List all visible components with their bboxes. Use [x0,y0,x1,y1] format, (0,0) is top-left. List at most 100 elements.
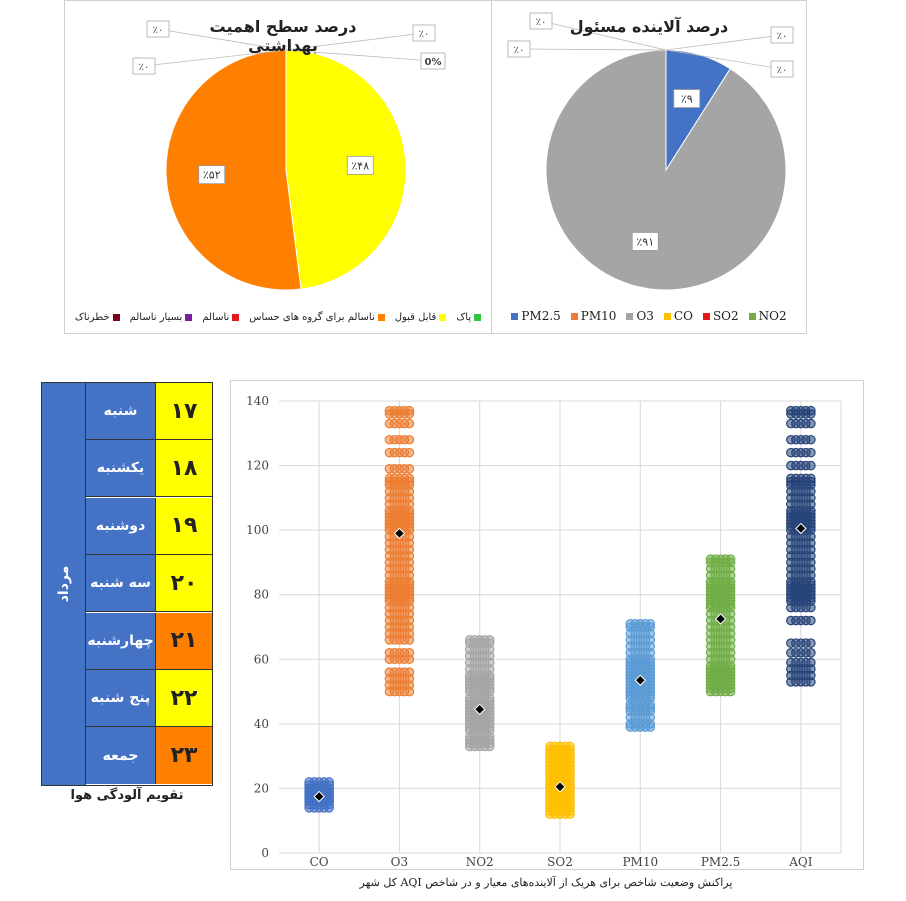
legend-item: قابل قبول [395,312,447,323]
pie-zero-callout: ٪۰ [285,24,436,51]
legend-item: CO [663,309,693,323]
data-point [484,635,495,645]
calendar-day-name: شنبه [86,383,156,439]
mean-marker [474,703,486,716]
legend-swatch [748,312,756,320]
pie-slice [545,49,787,291]
mean-marker [714,613,727,625]
pie-zero-callout: ٪۰ [132,49,287,75]
pie-zero-callout: ٪۰ [529,12,667,51]
legend-swatch [185,314,193,321]
svg-text:٪۰: ٪۰ [536,17,547,28]
calendar-day-name: جمعه [86,727,156,785]
calendar-date-cell: ۲۱ [156,612,212,669]
y-tick-label: 120 [246,459,269,473]
svg-text:٪۰: ٪۰ [139,62,150,73]
data-point [806,473,816,484]
pie-zero-callout: 0% [285,49,446,70]
x-tick-label: AQI [788,855,813,869]
calendar-date-cell: ۱۹ [156,497,212,554]
data-point [806,460,816,471]
pie-zero-callout: ٪۰ [146,20,287,51]
data-point [324,777,334,787]
calendar-day-name: پنج شنبه [86,670,156,726]
data-point [806,434,816,445]
legend-item: ناسالم برای گروه های حساس [249,312,385,323]
legend-label: قابل قبول [394,312,437,323]
pie-zero-callout: ٪۰ [507,40,667,58]
legend-label: خطرناک [74,312,110,323]
mean-marker [795,522,807,535]
pie-slice-label: ٪۵۲ [198,165,226,185]
legend-swatch [112,314,120,321]
data-point [806,615,816,626]
health-level-pie-title: درصد سطح اهمیت بهداشتی [209,17,357,55]
legend-swatch [377,314,385,321]
legend-item: PM10 [570,309,617,323]
data-point [725,554,736,564]
legend-swatch [232,314,240,321]
calendar-day-name: چهارشنبه [86,612,156,669]
data-point [806,638,816,648]
scatter-caption: پراکنش وضعیت شاخص برای هریک از آلاینده‌ه… [359,876,733,889]
legend-label: PM10 [580,309,617,323]
mean-marker [393,527,406,540]
data-point [404,464,415,474]
calendar-row: شنبه ۱۷ [86,383,212,440]
pie-zero-callout: ٪۰ [665,26,794,51]
data-point [404,447,415,458]
legend-item: NO2 [748,309,787,323]
legend-swatch [702,312,710,320]
x-tick-label: PM2.5 [701,855,740,869]
svg-text:٪۴۸: ٪۴۸ [351,159,369,172]
x-tick-label: CO [310,855,329,869]
data-point [806,648,816,658]
legend-swatch [474,314,482,321]
svg-text:٪۰: ٪۰ [777,65,788,76]
calendar-month-label: مرداد [55,565,72,603]
health-level-pie-chart: ٪۴۸ ٪۵۲ ٪۰ ٪۰ ٪۰ 0% [132,20,446,291]
calendar-day-name: سه شنبه [86,555,156,612]
svg-text:٪۹: ٪۹ [681,93,693,106]
legend-label: O3 [636,309,654,323]
pollutant-pie-title: درصد آلاینده مسئول [569,17,729,36]
data-point [404,434,415,445]
health-level-pie-panel: ٪۴۸ ٪۵۲ ٪۰ ٪۰ ٪۰ 0% درصد سطح اهمیت بهداشتی پا… [64,0,492,334]
svg-text:٪۵۲: ٪۵۲ [203,169,221,182]
data-point [404,418,415,429]
y-tick-label: 100 [246,523,269,537]
legend-item: PM2.5 [511,309,561,323]
legend-label: ناسالم برای گروه های حساس [249,312,375,323]
svg-text:٪۰: ٪۰ [153,25,164,36]
calendar-row: چهارشنبه ۲۱ [86,612,212,670]
mean-marker [554,781,566,793]
y-tick-label: 40 [254,717,269,731]
legend-label: CO [673,309,693,323]
legend-label: ناسالم [202,312,230,323]
calendar-date-cell: ۱۸ [156,440,212,497]
pollutant-pie-chart: ٪۹ ٪۹۱ ٪۰ ٪۰ ٪۰ ٪۰ [507,12,794,291]
pie-slice-label: ٪۴۸ [346,155,374,175]
calendar-date-cell: ۲۰ [156,555,212,612]
calendar-row: دوشنبه ۱۹ [86,497,212,555]
pollutant-legend: PM2.5 PM10 O3 CO SO2 NO2 [492,309,806,323]
legend-item: O3 [626,309,654,323]
pollutant-scatter-chart: 0 20 40 60 80 100 120 140 CO O3 NO2 SO2 PM10 PM2.5 AQI [246,394,842,869]
legend-swatch [511,312,519,320]
y-tick-label: 80 [254,588,269,602]
data-point [806,418,816,429]
data-point [404,648,415,658]
calendar-day-name: دوشنبه [86,497,156,554]
svg-text:0%: 0% [425,57,442,68]
health-level-legend: پاک قابل قبول ناسالم برای گروه های حساس ناس… [65,312,491,323]
calendar-month-cell: مرداد [42,383,86,785]
pollutant-pie-panel: ٪۹ ٪۹۱ ٪۰ ٪۰ ٪۰ ٪۰ درصد آلاینده مسئول PM2.5 PM… [491,0,807,334]
legend-swatch [570,312,578,320]
pie-slice [285,49,407,290]
legend-swatch [626,312,634,320]
legend-label: بسیار ناسالم [129,312,183,323]
calendar-row: پنج شنبه ۲۲ [86,670,212,727]
data-point [404,667,415,677]
scatter-panel: 0 20 40 60 80 100 120 140 CO O3 NO2 SO2 PM10 PM2.5 AQI [230,380,864,870]
data-point [645,618,656,629]
